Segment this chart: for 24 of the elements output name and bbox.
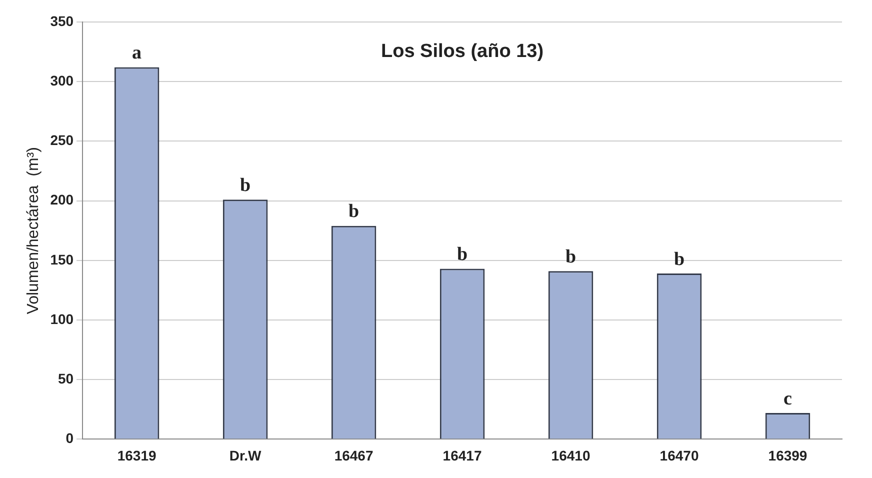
y-tick-label: 150	[50, 251, 74, 268]
annotation: b	[456, 244, 468, 266]
annotation: c	[784, 388, 792, 410]
x-tick-label: 16470	[660, 447, 699, 464]
y-tick-label: 50	[58, 370, 74, 386]
x-tick-label: 16467	[334, 447, 374, 464]
x-tick-label: 16410	[551, 447, 590, 464]
y-tick-label: 300	[50, 72, 74, 88]
x-tick-label: 16319	[117, 447, 156, 464]
y-tick-label: 350	[50, 12, 74, 29]
x-tick-label: Dr.W	[229, 447, 262, 464]
y-tick-label: 0	[66, 430, 74, 446]
annotation: a	[132, 42, 142, 64]
y-tick-label: 250	[50, 132, 74, 148]
text: Los Silos (año 13)	[380, 41, 544, 62]
y-axis-title: Volumen/hectárea (m³)	[25, 147, 42, 314]
x-tick-label: 16417	[442, 447, 482, 464]
annotation: b	[565, 246, 576, 268]
y-tick-label: 200	[50, 192, 74, 208]
annotation: b	[348, 201, 360, 222]
annotation: b	[240, 175, 251, 196]
x-tick-label: 16399	[768, 447, 808, 464]
y-tick-label: 100	[50, 310, 74, 327]
annotation: b	[674, 248, 685, 270]
